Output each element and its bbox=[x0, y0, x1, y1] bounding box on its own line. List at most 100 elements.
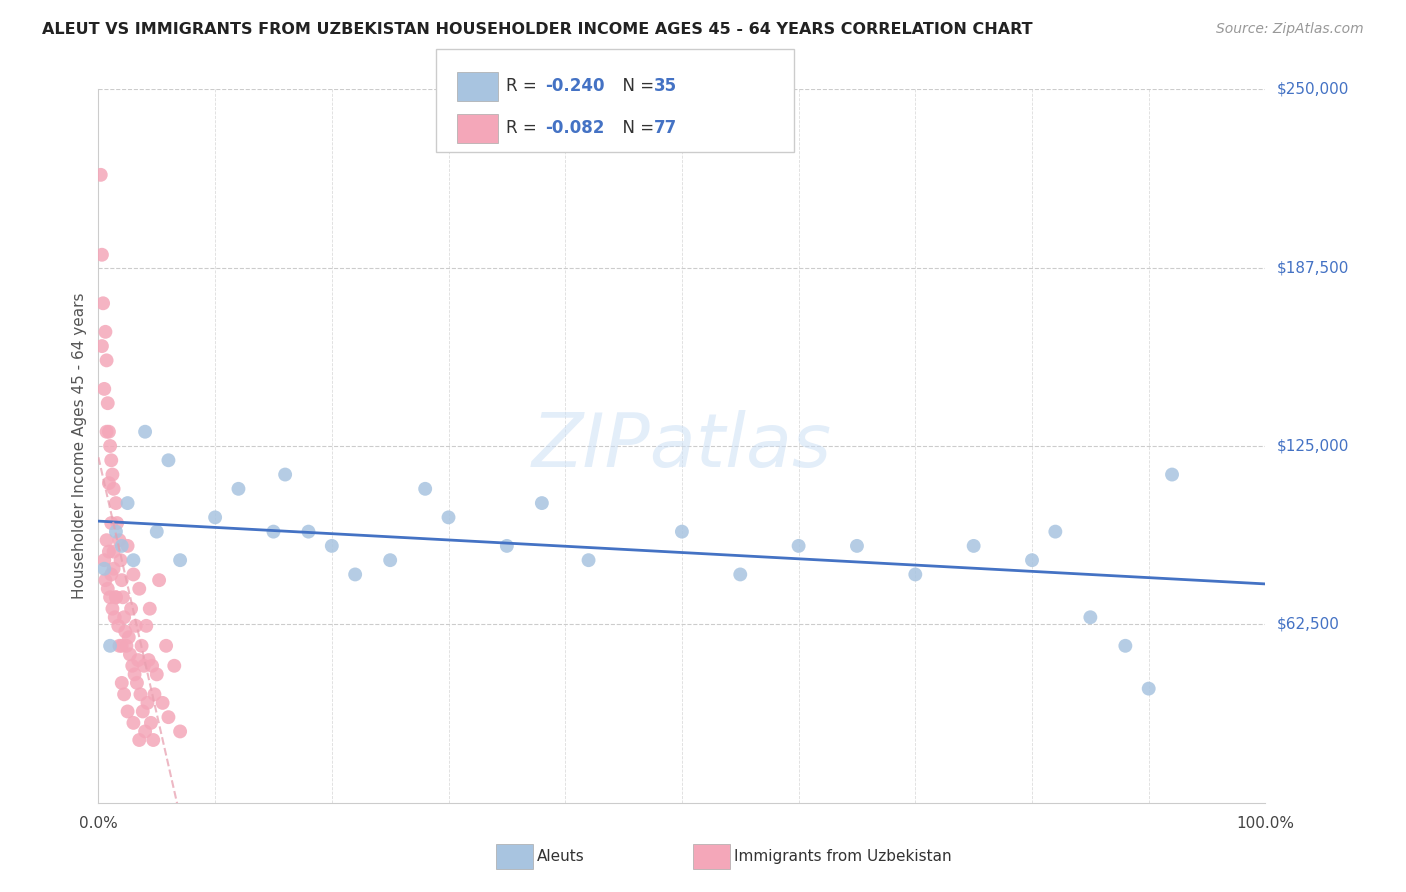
Point bbox=[380, 553, 402, 567]
Point bbox=[97, 425, 120, 439]
Point bbox=[90, 248, 112, 262]
Text: $125,000: $125,000 bbox=[1277, 439, 1348, 453]
Point bbox=[437, 510, 460, 524]
Point bbox=[103, 544, 125, 558]
Point bbox=[107, 619, 129, 633]
Text: $250,000: $250,000 bbox=[1277, 82, 1348, 96]
Text: ZIPatlas: ZIPatlas bbox=[531, 410, 832, 482]
Point bbox=[121, 658, 143, 673]
Point bbox=[962, 539, 984, 553]
Point bbox=[169, 724, 191, 739]
Point bbox=[139, 715, 162, 730]
Point bbox=[413, 482, 436, 496]
Point bbox=[93, 553, 115, 567]
Point bbox=[104, 496, 127, 510]
Point bbox=[100, 516, 122, 530]
Point bbox=[90, 168, 112, 182]
Text: -0.240: -0.240 bbox=[546, 78, 605, 95]
Point bbox=[141, 658, 163, 673]
Point bbox=[112, 610, 135, 624]
Point bbox=[122, 553, 145, 567]
Point bbox=[134, 724, 156, 739]
Point bbox=[904, 567, 927, 582]
Point bbox=[98, 639, 121, 653]
Point bbox=[143, 687, 166, 701]
Point bbox=[146, 667, 169, 681]
Point bbox=[530, 496, 553, 510]
Point bbox=[117, 705, 139, 719]
Point bbox=[730, 567, 752, 582]
Point bbox=[111, 639, 134, 653]
Point bbox=[104, 524, 127, 539]
Point bbox=[1080, 610, 1102, 624]
Point bbox=[1161, 467, 1184, 482]
Point bbox=[128, 582, 150, 596]
Point bbox=[101, 467, 124, 482]
Point bbox=[108, 639, 131, 653]
Point bbox=[115, 639, 138, 653]
Y-axis label: Householder Income Ages 45 - 64 years: Householder Income Ages 45 - 64 years bbox=[72, 293, 87, 599]
Point bbox=[97, 476, 120, 491]
Point bbox=[128, 733, 150, 747]
Point bbox=[125, 676, 148, 690]
Point bbox=[118, 648, 141, 662]
Text: Immigrants from Uzbekistan: Immigrants from Uzbekistan bbox=[734, 849, 952, 863]
Point bbox=[97, 544, 120, 558]
Point bbox=[146, 524, 169, 539]
Text: $187,500: $187,500 bbox=[1277, 260, 1348, 275]
Text: -0.082: -0.082 bbox=[546, 120, 605, 137]
Point bbox=[1021, 553, 1043, 567]
Point bbox=[297, 524, 319, 539]
Point bbox=[169, 553, 191, 567]
Point bbox=[129, 687, 152, 701]
Text: R =: R = bbox=[506, 78, 543, 95]
Point bbox=[98, 439, 121, 453]
Point bbox=[118, 630, 141, 644]
Point bbox=[131, 639, 153, 653]
Point bbox=[94, 573, 117, 587]
Point bbox=[671, 524, 693, 539]
Point bbox=[344, 567, 367, 582]
Point bbox=[274, 467, 297, 482]
Point bbox=[117, 539, 139, 553]
Point bbox=[90, 339, 112, 353]
Point bbox=[108, 533, 131, 548]
Point bbox=[96, 533, 118, 548]
Point bbox=[578, 553, 600, 567]
Point bbox=[112, 687, 135, 701]
Point bbox=[122, 715, 145, 730]
Point bbox=[262, 524, 284, 539]
Point bbox=[100, 453, 122, 467]
Point bbox=[114, 624, 136, 639]
Point bbox=[111, 591, 134, 605]
Point bbox=[846, 539, 869, 553]
Point bbox=[120, 601, 142, 615]
Point bbox=[132, 658, 155, 673]
Point bbox=[103, 482, 125, 496]
Point bbox=[96, 425, 118, 439]
Point bbox=[97, 582, 120, 596]
Text: Aleuts: Aleuts bbox=[537, 849, 585, 863]
Point bbox=[104, 591, 127, 605]
Text: 35: 35 bbox=[654, 78, 676, 95]
Point bbox=[125, 619, 148, 633]
Text: $62,500: $62,500 bbox=[1277, 617, 1340, 632]
Point bbox=[97, 396, 120, 410]
Point bbox=[163, 658, 186, 673]
Point bbox=[204, 510, 226, 524]
Point bbox=[104, 591, 127, 605]
Point bbox=[127, 653, 149, 667]
Point bbox=[111, 676, 134, 690]
Point bbox=[228, 482, 250, 496]
Point bbox=[96, 353, 118, 368]
Point bbox=[122, 567, 145, 582]
Text: Source: ZipAtlas.com: Source: ZipAtlas.com bbox=[1216, 22, 1364, 37]
Point bbox=[496, 539, 519, 553]
Text: 77: 77 bbox=[654, 120, 678, 137]
Point bbox=[124, 667, 146, 681]
Point bbox=[117, 496, 139, 510]
Point bbox=[105, 516, 128, 530]
Point bbox=[321, 539, 343, 553]
Point bbox=[104, 610, 127, 624]
Point bbox=[142, 733, 165, 747]
